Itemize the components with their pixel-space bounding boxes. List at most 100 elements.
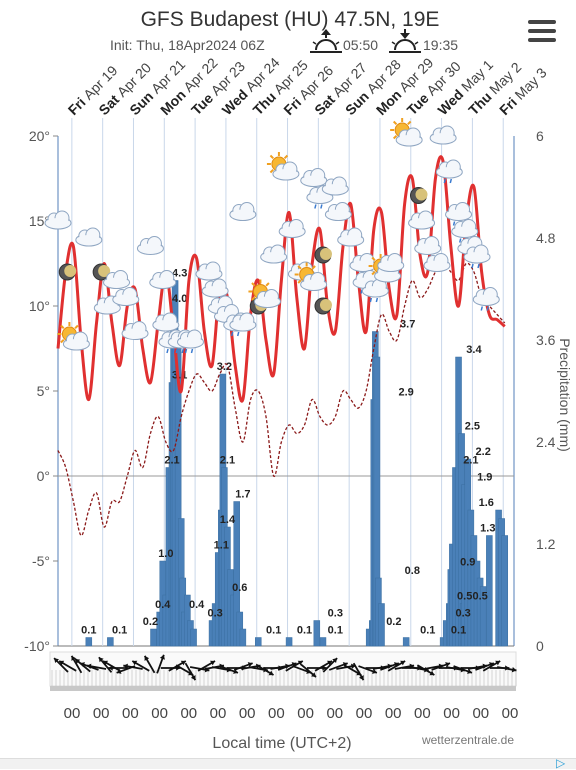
x-axis-ticks: 00 00 00 00 00 00 00 00 00 00 00 00 00 00 00 00 bbox=[64, 705, 519, 722]
cloud-icon bbox=[278, 219, 306, 238]
moon-icon bbox=[58, 263, 77, 281]
precipitation-label: 1.1 bbox=[214, 540, 229, 552]
wind-arrow bbox=[70, 655, 83, 674]
precipitation-bar bbox=[402, 637, 410, 647]
cloud-fill bbox=[113, 294, 138, 305]
wind-arrow-head bbox=[180, 660, 186, 666]
x-tick-label: 00 bbox=[268, 705, 285, 722]
cloud-fill bbox=[95, 303, 120, 313]
precipitation-label: 1.9 bbox=[477, 472, 492, 484]
sun-cloud-icon bbox=[248, 279, 281, 308]
x-tick-label: 00 bbox=[239, 705, 256, 722]
cloud-fill bbox=[301, 279, 326, 290]
wind-arrow bbox=[380, 662, 400, 671]
right-tick-label: 2.4 bbox=[536, 434, 556, 450]
bottom-strip bbox=[0, 758, 576, 769]
rain-cloud-icon bbox=[463, 244, 491, 269]
wind-arrow bbox=[387, 660, 406, 672]
wind-arrow-head bbox=[75, 659, 81, 664]
wind-arrow-head bbox=[123, 663, 128, 669]
rain-drop bbox=[166, 348, 169, 354]
wind-arrow bbox=[328, 662, 348, 671]
rain-cloud-icon bbox=[472, 287, 500, 311]
x-tick-label: 00 bbox=[180, 705, 197, 722]
init-label: Init: Thu, 18Apr2024 06Z bbox=[110, 37, 265, 53]
rain-cloud-icon bbox=[435, 159, 463, 184]
rain-drop bbox=[486, 306, 489, 311]
wind-arrow-head bbox=[144, 655, 150, 661]
cloud-fill bbox=[326, 209, 351, 220]
right-tick-label: 1.2 bbox=[536, 536, 556, 552]
cloud-fill bbox=[255, 296, 280, 307]
precipitation-bar bbox=[85, 637, 93, 647]
wind-arrow-head bbox=[59, 660, 65, 666]
moon-icon bbox=[92, 263, 111, 281]
rain-drop bbox=[190, 348, 194, 354]
wind-arrow-head bbox=[108, 665, 113, 671]
menu-icon[interactable] bbox=[528, 20, 556, 42]
menu-icon-bar bbox=[528, 29, 556, 33]
left-tick-label: -5° bbox=[32, 553, 50, 569]
precipitation-label: 1.4 bbox=[220, 514, 236, 526]
cloud-icon bbox=[429, 125, 457, 145]
cloud-fill bbox=[76, 235, 101, 245]
rain-drop bbox=[314, 204, 317, 209]
wind-arrow bbox=[314, 660, 333, 672]
wind-arrow bbox=[431, 662, 451, 671]
wind-arrow-head bbox=[268, 670, 274, 676]
precipitation-label: 4.3 bbox=[172, 268, 187, 280]
wind-arrow bbox=[453, 665, 473, 674]
sunrise-icon bbox=[310, 29, 342, 53]
wind-arrow-head bbox=[86, 663, 92, 669]
sun-ray bbox=[251, 282, 256, 287]
precipitation-bar bbox=[378, 603, 385, 647]
wind-arrow bbox=[219, 665, 239, 674]
sun-ray bbox=[60, 324, 65, 330]
wind-arrow-head bbox=[351, 663, 356, 669]
header: GFS Budapest (HU) 47.5N, 19E Init: Thu, … bbox=[110, 8, 458, 53]
right-tick-label: 4.8 bbox=[536, 230, 556, 246]
moon-icon bbox=[314, 246, 332, 264]
cloud-icon bbox=[337, 227, 365, 247]
sun-ray bbox=[297, 265, 302, 270]
sun-ray bbox=[60, 338, 65, 344]
x-tick-label: 00 bbox=[472, 705, 489, 722]
cloud-fill bbox=[203, 286, 228, 296]
cloud-icon bbox=[229, 202, 257, 221]
rain-drop bbox=[458, 238, 462, 243]
rain-drop bbox=[480, 306, 483, 311]
wind-arrow-head bbox=[71, 655, 77, 661]
wind-arrow bbox=[197, 660, 216, 672]
x-tick-label: 00 bbox=[151, 705, 168, 722]
wind-arrow bbox=[53, 657, 69, 673]
cloud-icon bbox=[152, 312, 180, 332]
wind-arrow bbox=[233, 662, 253, 671]
wind-arrow-head bbox=[98, 657, 104, 663]
rain-drop bbox=[172, 348, 175, 354]
precipitation-label: 0.3 bbox=[328, 608, 343, 620]
precipitation-label: 3.4 bbox=[466, 344, 482, 356]
wind-arrow-head bbox=[372, 668, 377, 674]
plot-frame bbox=[57, 136, 515, 647]
sun-ray bbox=[371, 270, 376, 276]
x-tick-label: 00 bbox=[64, 705, 81, 722]
cloud-fill bbox=[452, 226, 477, 237]
wind-arrow-head bbox=[400, 660, 406, 666]
wind-arrow bbox=[277, 662, 297, 671]
cloud-fill bbox=[138, 243, 163, 254]
sun-ray bbox=[297, 279, 302, 284]
cloud-fill bbox=[446, 209, 471, 220]
precipitation-label: 0.1 bbox=[420, 625, 435, 637]
cloud-fill bbox=[280, 226, 305, 237]
ad-choices-icon[interactable]: ▷ bbox=[556, 756, 566, 770]
cloud-icon bbox=[195, 261, 223, 281]
cloud-icon bbox=[75, 227, 103, 247]
wind-arrow-head bbox=[467, 668, 472, 674]
rain-drop bbox=[471, 263, 474, 269]
rain-cloud-icon bbox=[445, 202, 473, 226]
cloud-icon bbox=[149, 270, 177, 289]
precipitation-label: 0.1 bbox=[297, 625, 312, 637]
left-tick-label: 20° bbox=[29, 128, 50, 144]
precipitation-label: 2.1 bbox=[164, 455, 179, 467]
precipitation-label: 1.7 bbox=[235, 489, 250, 501]
